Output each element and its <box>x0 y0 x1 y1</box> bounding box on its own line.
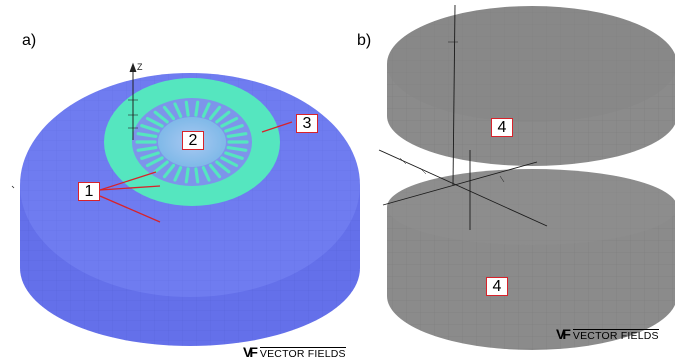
stator-slot <box>215 160 231 174</box>
stator-slot <box>140 151 160 160</box>
stator-slot <box>194 100 200 117</box>
stator-slot <box>226 146 248 152</box>
label-coil: 3 <box>296 114 318 133</box>
stator-slot <box>201 166 211 182</box>
vf-text-b: VECTOR FIELDS <box>572 328 659 342</box>
vf-mark-a: VF <box>243 344 258 360</box>
axis-z-label: Z <box>137 62 143 72</box>
stator-slot <box>153 160 169 174</box>
stator-slot <box>220 156 239 168</box>
stator-slot <box>162 105 176 121</box>
stator-slot <box>226 132 248 138</box>
label-core: 2 <box>182 131 204 150</box>
label-upper-block: 4 <box>491 118 513 137</box>
stator-slot <box>224 124 244 133</box>
stator-slot <box>224 151 244 160</box>
stator-slot <box>220 116 239 128</box>
axis-triad-b <box>378 4 548 230</box>
vf-mark-b: VF <box>556 326 571 342</box>
label-lower-block: 4 <box>486 277 508 296</box>
label-conductor: 1 <box>78 182 100 201</box>
stator-slot <box>145 156 164 168</box>
panel-b-letter: b) <box>357 32 372 49</box>
stator-slot <box>162 163 176 179</box>
stator-slot <box>184 100 190 117</box>
slot-group <box>135 100 249 184</box>
stator-slot <box>173 166 183 182</box>
stator-slot <box>184 167 190 184</box>
stator-slot <box>140 124 160 133</box>
vf-text-a: VECTOR FIELDS <box>259 346 346 360</box>
panel-a-letter: a) <box>22 32 37 49</box>
stator-slot <box>201 102 211 118</box>
stator-slot <box>136 132 158 138</box>
axis-triad-a <box>11 62 138 189</box>
stator-slot <box>208 163 222 179</box>
stator-slot <box>145 116 164 128</box>
panel-a-model: Z <box>11 62 360 346</box>
stator-slot <box>194 167 200 184</box>
stator-slot <box>208 105 222 121</box>
panel-b-model <box>378 4 675 350</box>
vector-fields-logo-a: VF VECTOR FIELDS <box>243 345 346 359</box>
leader-lines-a <box>99 121 293 223</box>
stator-slot <box>153 110 169 124</box>
stator-slot <box>173 102 183 118</box>
vector-fields-logo-b: VF VECTOR FIELDS <box>556 327 659 341</box>
stator-slot <box>136 146 158 152</box>
stator-slot <box>215 110 231 124</box>
